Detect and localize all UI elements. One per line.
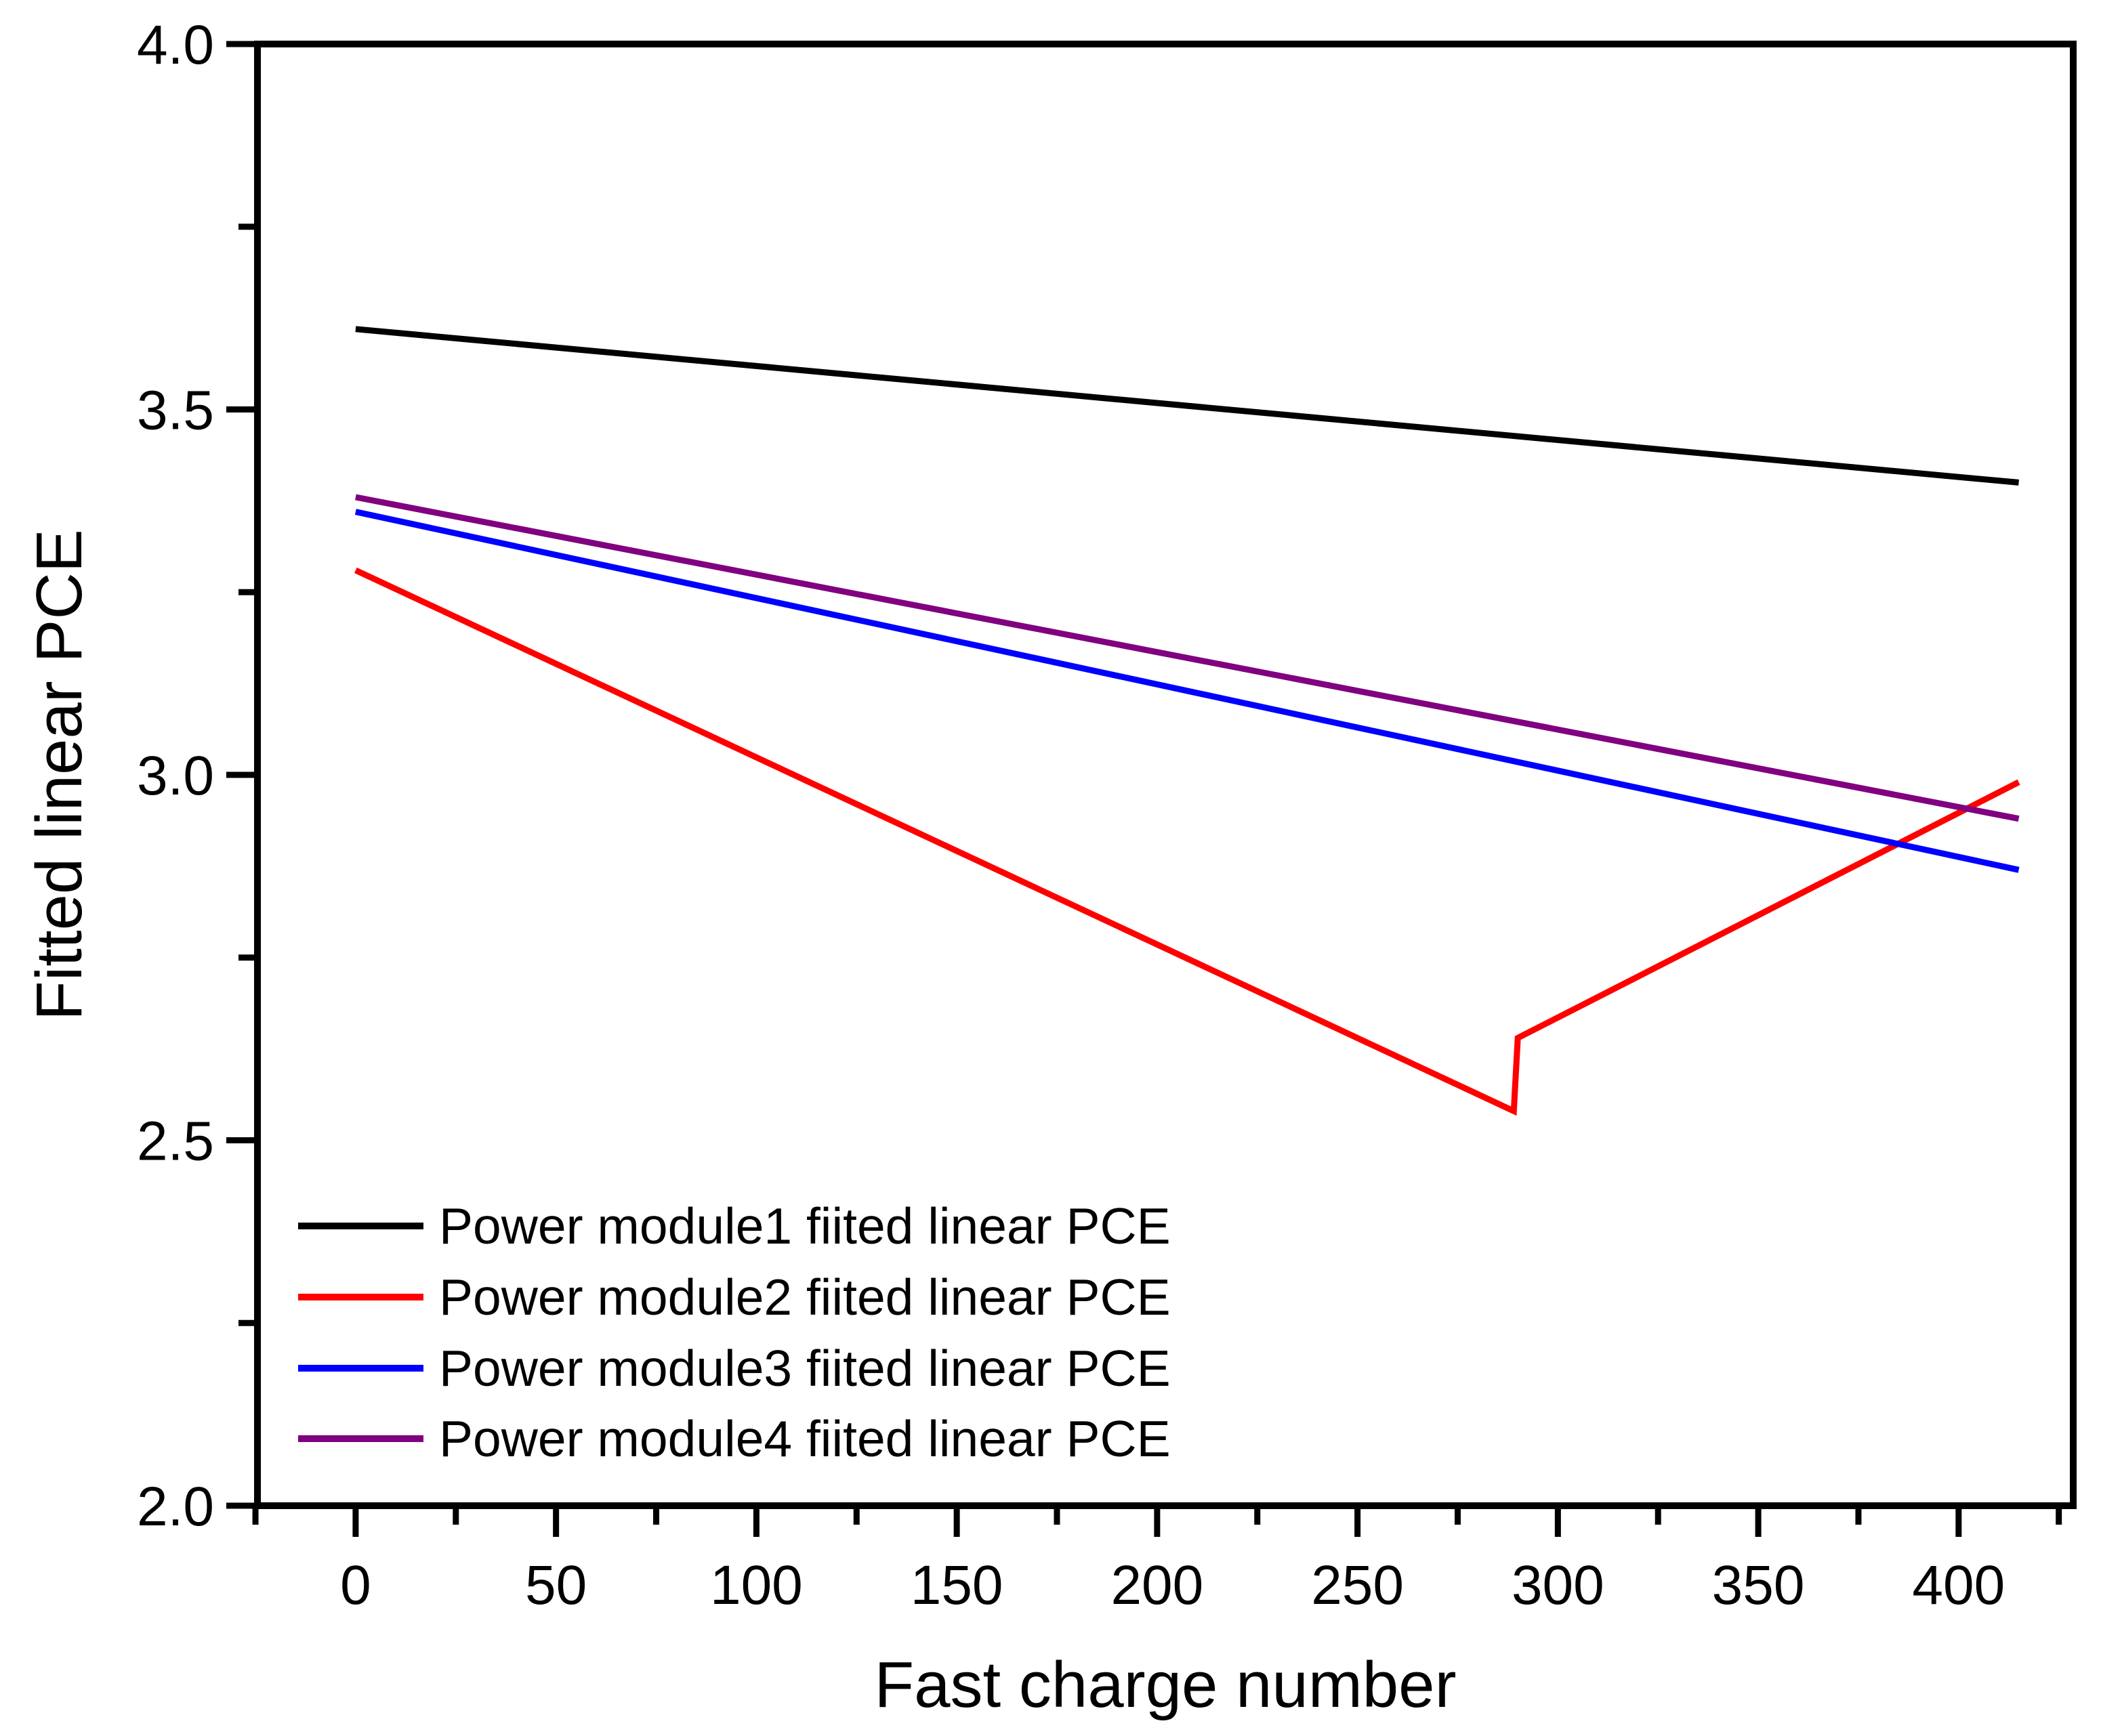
x-tick-label: 200 (1110, 1554, 1203, 1616)
legend-entry-label: Power module2 fiited linear PCE (439, 1269, 1171, 1326)
x-tick-label: 400 (1912, 1554, 2005, 1616)
legend-entry: Power module2 fiited linear PCE (298, 1269, 1171, 1326)
y-tick-label: 2.0 (137, 1476, 214, 1538)
axis-tick-labels: 0 50 100 150 200 250 300 350 400 2.0 2.5 3.0 3.5 4.0 (137, 14, 2005, 1616)
legend-entry-label: Power module3 fiited linear PCE (439, 1340, 1171, 1397)
x-tick-label: 150 (911, 1554, 1003, 1616)
series-line-module2 (354, 567, 2020, 1116)
x-tick-label: 350 (1712, 1554, 1805, 1616)
legend-entry-label: Power module4 fiited linear PCE (439, 1410, 1171, 1467)
legend-entry: Power module4 fiited linear PCE (298, 1410, 1171, 1467)
series-line-module4 (355, 494, 2020, 822)
x-tick-label: 0 (340, 1554, 371, 1616)
x-tick-label: 50 (525, 1554, 587, 1616)
legend-entry: Power module1 fiited linear PCE (298, 1198, 1171, 1254)
y-tick-label: 4.0 (137, 14, 214, 76)
y-axis-title: Fitted linear PCE (23, 529, 96, 1021)
data-series-lines (354, 326, 2020, 1116)
legend: Power module1 fiited linear PCE Power mod… (298, 1198, 1171, 1467)
legend-entry: Power module3 fiited linear PCE (298, 1340, 1171, 1397)
axis-ticks (226, 41, 2062, 1537)
legend-entry-label: Power module1 fiited linear PCE (439, 1198, 1171, 1254)
series-line-module1 (355, 326, 2020, 486)
x-tick-label: 250 (1311, 1554, 1404, 1616)
x-tick-label: 100 (710, 1554, 803, 1616)
y-tick-label: 2.5 (137, 1111, 214, 1172)
x-axis-title: Fast charge number (874, 1649, 1456, 1721)
series-line-module3 (354, 509, 2020, 873)
y-tick-label: 3.5 (137, 380, 214, 442)
y-tick-label: 3.0 (137, 745, 214, 807)
x-tick-label: 300 (1512, 1554, 1604, 1616)
